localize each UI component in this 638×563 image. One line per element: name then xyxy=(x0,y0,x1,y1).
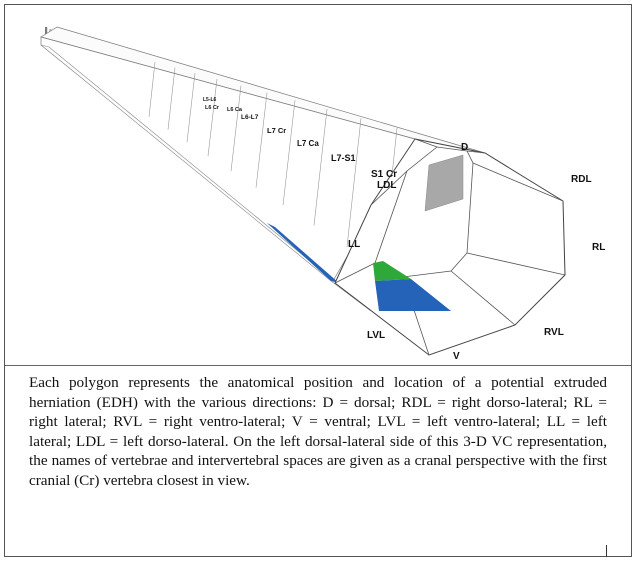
vertebra-label: L7 Cr xyxy=(267,126,286,135)
segment-line xyxy=(313,108,328,226)
segment-line xyxy=(346,118,362,247)
segment-line xyxy=(255,92,268,188)
label-ll: LL xyxy=(348,239,360,250)
herniation-strip-blue xyxy=(267,223,339,283)
vertebra-label: L7 Ca xyxy=(297,139,319,148)
vertebra-label: L7-S1 xyxy=(331,153,356,163)
label-ldl: LDL xyxy=(377,180,396,191)
label-rl: RL xyxy=(592,242,605,253)
figure-caption: Each polygon represents the anatomical p… xyxy=(29,374,607,489)
herniation-ll-green xyxy=(373,261,411,281)
distant-segment-stripe xyxy=(45,27,48,37)
segment-line xyxy=(230,85,242,172)
segment-line xyxy=(148,62,156,117)
label-rdl: RDL xyxy=(571,174,592,185)
herniation-lvl-blue xyxy=(375,279,451,311)
label-rvl: RVL xyxy=(544,327,564,338)
figure-frame: L5-L6 L6 Cr L6 Ca L6-L7 L7 Cr L7 Ca L7-S1 S1 Cr… xyxy=(4,4,632,557)
vertebra-label: L6 Cr xyxy=(205,105,220,111)
vertebra-label: L5-L6 xyxy=(203,97,217,103)
vertebra-label: S1 Cr xyxy=(371,169,397,180)
segment-line xyxy=(186,72,196,143)
vertebra-label: L6 Ca xyxy=(227,107,243,113)
segment-line xyxy=(207,78,218,157)
label-lvl: LVL xyxy=(367,330,385,341)
vertebral-canal-diagram: L5-L6 L6 Cr L6 Ca L6-L7 L7 Cr L7 Ca L7-S1 S1 Cr… xyxy=(5,5,633,367)
segment-line xyxy=(282,100,296,206)
label-d: D xyxy=(461,142,468,153)
label-v: V xyxy=(453,351,460,362)
vertebra-label: L6-L7 xyxy=(241,114,259,121)
frame-tick xyxy=(606,545,607,557)
herniation-ldl-gray xyxy=(424,154,464,212)
caption-divider xyxy=(5,365,631,366)
segment-line xyxy=(167,67,176,130)
